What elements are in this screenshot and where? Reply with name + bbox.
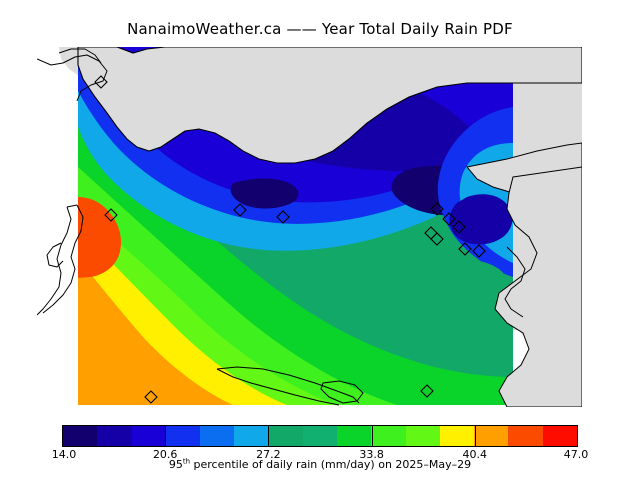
station-marker [233,203,247,217]
page-title: NanaimoWeather.ca —— Year Total Daily Ra… [127,20,513,38]
colorbar-band-8 [337,426,372,446]
land-overlay-layer [77,47,582,407]
colorbar-tick-labels: 14.0 20.6 27.2 33.8 40.4 47.0 [52,448,589,464]
colorbar-label-1: 20.6 [152,448,178,461]
caption-prefix: 95 [168,458,183,471]
colorbar-band-5 [234,426,269,446]
caption-suffix: percentile of daily rain (mm/day) on 202… [190,458,472,471]
colorbar-caption: 95th percentile of daily rain (mm/day) o… [0,458,640,471]
station-marker [458,242,472,256]
station-marker [144,390,158,404]
station-marker [452,220,466,234]
station-marker [430,202,444,216]
colorbar-band-1 [97,426,132,446]
map-panel [37,47,582,407]
caption-ordinal: th [182,457,191,466]
station-marker [276,210,290,224]
colorbar-label-4: 40.4 [462,448,488,461]
colorbar-band-14 [542,426,577,446]
colorbar-band-3 [165,426,201,446]
colorbar-band-11 [439,426,475,446]
colorbar-band-4 [200,426,235,446]
map-clip [37,47,582,407]
station-marker [94,75,108,89]
station-marker [472,244,486,258]
colorbar-band-6 [268,426,303,446]
coastline-layer [37,48,526,406]
colorbar: 14.0 20.6 27.2 33.8 40.4 47.0 [52,425,588,461]
colorbar-band-12 [474,426,509,446]
colorbar-band-2 [131,426,166,446]
colorbar-band-9 [371,426,406,446]
contour-map [37,47,582,407]
station-marker [442,212,456,226]
station-marker [420,384,434,398]
colorbar-band-7 [302,426,338,446]
station-marker-layer [94,75,486,404]
colorbar-label-2: 27.2 [256,448,281,461]
colorbar-band-10 [405,426,440,446]
colorbar-label-0: 14.0 [51,448,77,461]
colorbar-band-13 [508,426,543,446]
colorbar-label-5: 47.0 [563,448,589,461]
colorbar-label-3: 33.8 [359,448,384,461]
colorbar-band-0 [63,426,98,446]
colorbar-gradient[interactable] [62,425,578,447]
station-marker [430,232,444,246]
station-marker [104,208,118,222]
